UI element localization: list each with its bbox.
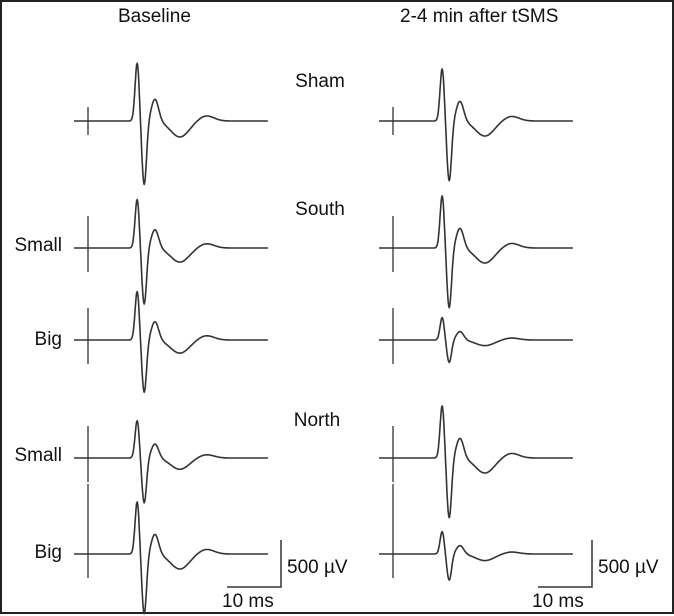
scale-amplitude-label-baseline: 500 µV	[287, 557, 348, 578]
scale-time-label-after: 10 ms	[532, 591, 584, 612]
row-label-north-big: Big	[34, 542, 62, 563]
mep-trace-north-small-baseline	[73, 420, 269, 504]
mep-trace-south-small-baseline	[73, 198, 269, 305]
mep-trace-north-big-after	[378, 530, 574, 581]
mep-trace-south-small-after	[378, 195, 574, 309]
scale-bar-baseline	[227, 540, 282, 588]
scale-time-label-baseline: 10 ms	[222, 591, 274, 612]
group-label-south: South	[295, 199, 345, 220]
group-label-sham: Sham	[295, 71, 345, 92]
mep-trace-south-big-after	[378, 316, 574, 364]
mep-trace-north-small-after	[378, 405, 574, 519]
mep-trace-sham-all-after	[378, 68, 574, 182]
row-label-south-big: Big	[34, 329, 62, 350]
row-label-south-small: Small	[14, 235, 62, 256]
mep-trace-north-big-baseline	[73, 501, 269, 615]
group-label-north: North	[293, 410, 341, 431]
scale-amplitude-label-after: 500 µV	[598, 557, 659, 578]
mep-trace-sham-all-baseline	[73, 62, 269, 186]
row-label-north-small: Small	[14, 445, 62, 466]
column-title-baseline: Baseline	[118, 6, 191, 27]
mep-trace-south-big-baseline	[73, 290, 269, 393]
column-title-after: 2-4 min after tSMS	[400, 6, 559, 27]
scale-bar-after	[538, 540, 593, 588]
